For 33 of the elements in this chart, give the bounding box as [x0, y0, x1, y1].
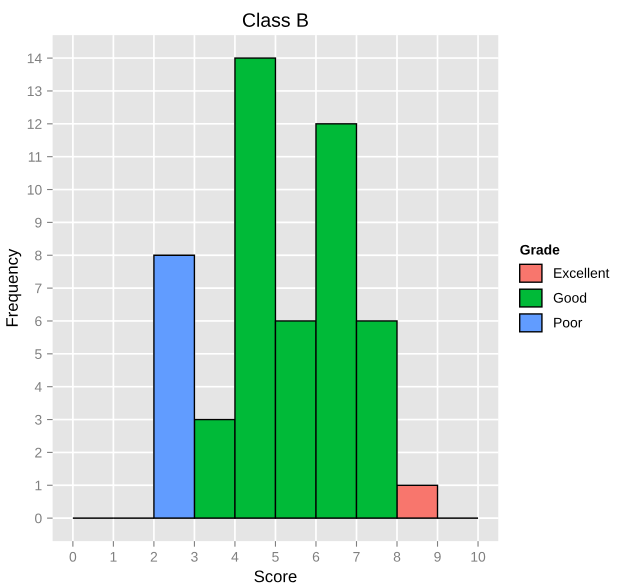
x-tick-label: 2 — [150, 552, 158, 562]
y-tick-label: 6 — [35, 316, 42, 326]
y-tick-label: 1 — [36, 480, 42, 490]
y-tick-label: 4 — [34, 382, 42, 392]
x-tick-label: 9 — [434, 552, 441, 562]
y-tick-label: 11 — [28, 152, 42, 162]
y-tick-label: 14 — [28, 54, 42, 64]
x-tick-label: 10 — [471, 552, 486, 562]
y-tick-label: 8 — [35, 250, 42, 260]
x-tick-label: 6 — [312, 552, 320, 562]
y-tick-label: 13 — [28, 86, 42, 96]
x-tick-label: 1 — [110, 552, 117, 562]
x-tick-label: 5 — [272, 552, 279, 562]
y-axis-title: Frequency — [6, 248, 22, 326]
y-tick-label: 9 — [35, 218, 42, 228]
x-tick-label: 8 — [394, 552, 400, 562]
legend-label: Excellent — [554, 268, 610, 278]
chart-title: Class B — [242, 12, 308, 27]
y-tick-label: 7 — [35, 284, 42, 294]
y-tick-label: 12 — [28, 119, 42, 129]
y-tick-label: 10 — [28, 184, 42, 195]
legend-label: Good — [554, 292, 586, 303]
legend-label: Poor — [554, 318, 582, 328]
x-tick-label: 3 — [191, 552, 198, 562]
y-tick-label: 2 — [35, 448, 42, 458]
x-tick-label: 7 — [353, 552, 360, 562]
legend-title: Grade — [520, 244, 560, 255]
x-tick-label: 0 — [70, 552, 76, 562]
y-tick-label: 5 — [35, 349, 42, 359]
y-tick-label: 3 — [35, 414, 42, 425]
x-tick-label: 4 — [231, 552, 238, 562]
x-axis-title: Score — [254, 570, 296, 582]
y-tick-label: 0 — [35, 513, 42, 524]
